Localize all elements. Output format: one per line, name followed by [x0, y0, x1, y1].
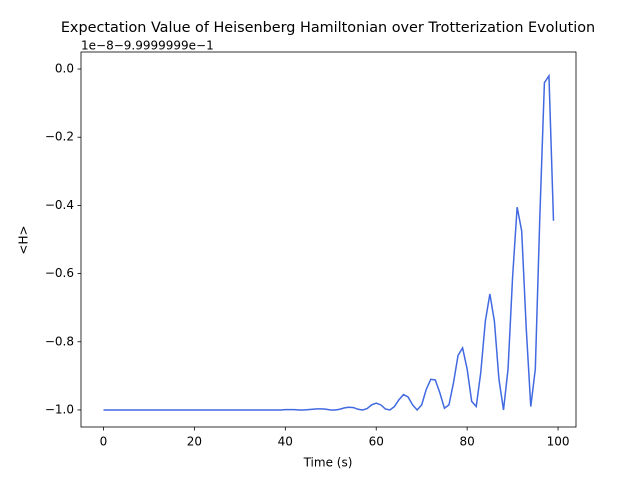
- x-tick-label: 80: [459, 435, 474, 449]
- x-tick-label: 100: [547, 435, 570, 449]
- y-axis-label: <H>: [17, 225, 31, 254]
- y-tick-label: 0.0: [55, 62, 74, 76]
- x-axis-label: Time (s): [303, 456, 353, 470]
- y-tick-label: −0.8: [45, 334, 74, 348]
- axes-frame: [80, 51, 577, 428]
- offset-text: 1e−8−9.9999999e−1: [81, 39, 214, 53]
- y-tick-label: −1.0: [45, 402, 74, 416]
- data-line: [103, 73, 555, 412]
- x-tick-label: 60: [369, 435, 384, 449]
- x-tick-label: 20: [187, 435, 202, 449]
- x-tick-label: 40: [278, 435, 293, 449]
- y-tick-label: −0.4: [45, 198, 74, 212]
- y-tick-label: −0.2: [45, 130, 74, 144]
- chart-title: Expectation Value of Heisenberg Hamilton…: [61, 20, 595, 36]
- x-tick-label: 0: [100, 435, 108, 449]
- y-tick-label: −0.6: [45, 266, 74, 280]
